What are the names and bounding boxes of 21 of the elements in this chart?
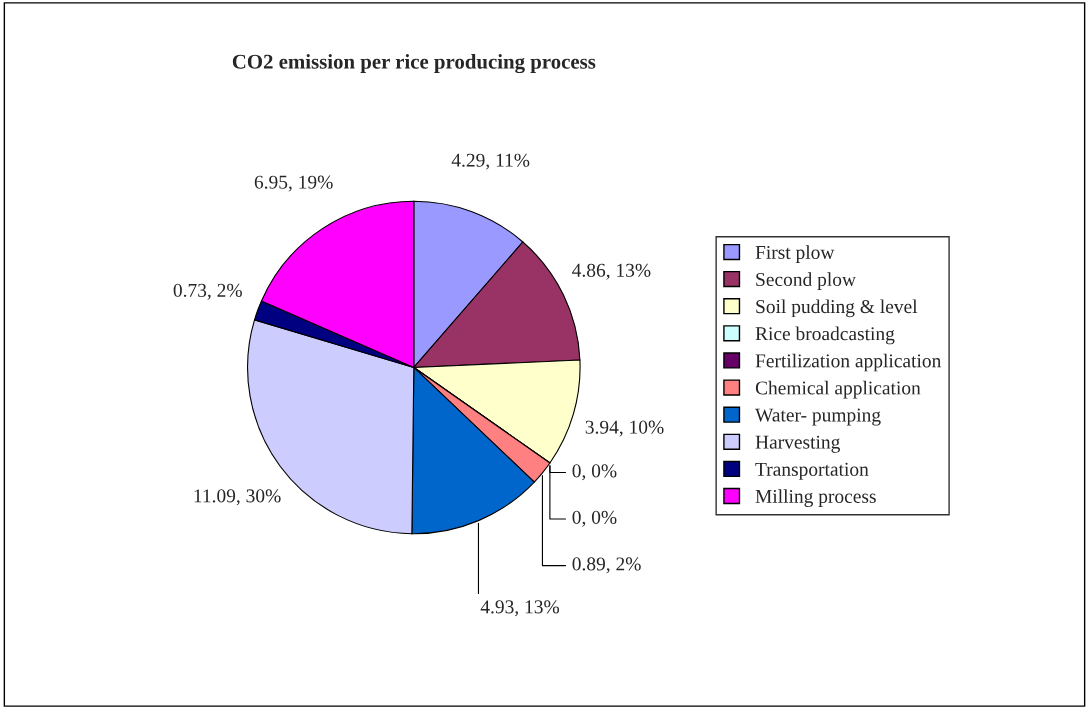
legend-label: Harvesting bbox=[755, 435, 840, 453]
data-label: 6.95, 19% bbox=[254, 175, 333, 192]
data-label: 4.86, 13% bbox=[572, 263, 651, 280]
data-label: 0.89, 2% bbox=[572, 557, 641, 574]
legend-label: Transportation bbox=[755, 462, 869, 480]
data-label: 11.09, 30% bbox=[194, 489, 281, 506]
legend-label: Second plow bbox=[756, 272, 856, 290]
legend-label: Milling process bbox=[755, 489, 876, 507]
data-label: 4.29, 11% bbox=[451, 153, 530, 170]
legend-label: Fertilization application bbox=[755, 353, 942, 372]
data-label: 0.73, 2% bbox=[173, 283, 242, 300]
legend-label: Water- pumping bbox=[755, 408, 881, 426]
legend-label: Chemical application bbox=[755, 380, 921, 399]
legend-label: First plow bbox=[755, 245, 835, 263]
text: 0, 0% bbox=[572, 464, 617, 481]
legend-label: Rice broadcasting bbox=[755, 326, 895, 345]
data-label: 3.94, 10% bbox=[585, 420, 664, 437]
text: 0, 0% bbox=[572, 510, 617, 527]
chart-title: CO2 emission per rice producing process bbox=[232, 54, 596, 74]
data-label: 4.93, 13% bbox=[480, 600, 560, 617]
legend-label: Soil pudding & level bbox=[756, 299, 918, 318]
